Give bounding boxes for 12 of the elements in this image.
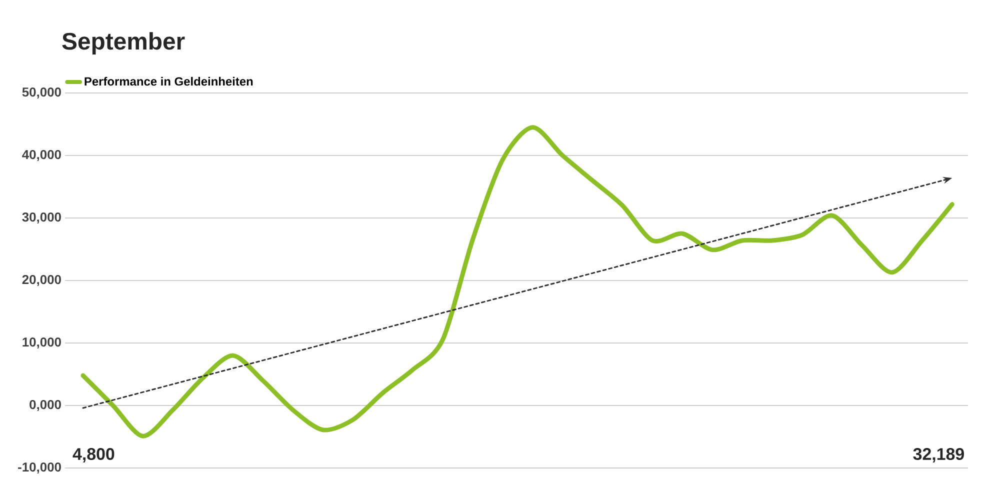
y-tick-label: 30,000 [22, 212, 61, 224]
y-tick-label: 20,000 [22, 274, 61, 286]
chart-title: September [62, 32, 185, 54]
annotation: 32,189 [913, 448, 964, 462]
annotation: 4,800 [72, 448, 114, 462]
y-tick-label: 40,000 [22, 150, 61, 162]
y-tick-label: 0,000 [30, 400, 61, 412]
y-tick-label: -10,000 [18, 462, 61, 474]
line-series [80, 125, 954, 438]
y-tick-label: 10,000 [22, 337, 61, 349]
y-tick-label: 50,000 [22, 87, 61, 99]
legend-label: Performance in Geldeinheiten [84, 76, 253, 86]
